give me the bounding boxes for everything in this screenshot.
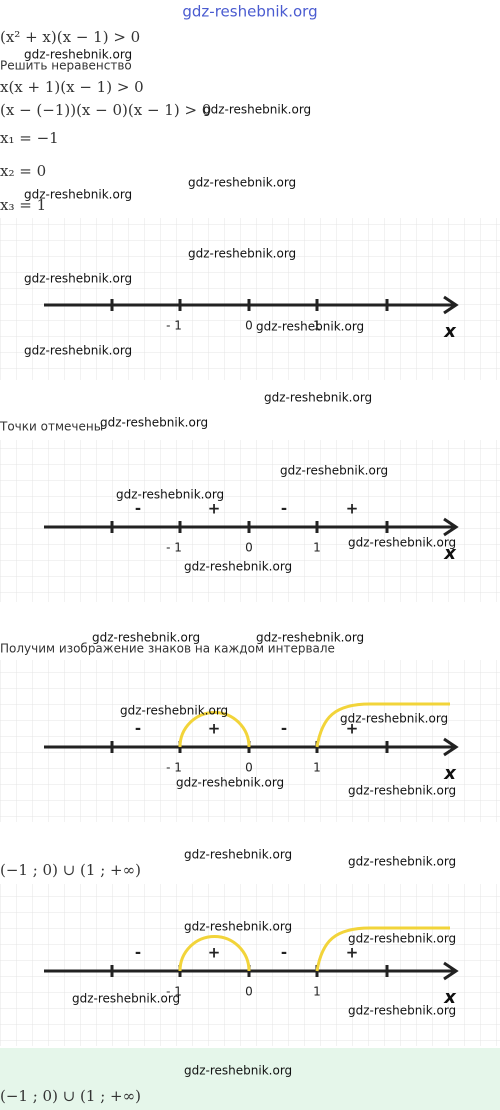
arc	[315, 702, 450, 748]
tick-label: 1	[313, 985, 321, 999]
watermark: gdz-reshebnik.org	[348, 784, 456, 798]
tick-label: 1	[313, 761, 321, 775]
watermark: gdz-reshebnik.org	[203, 103, 311, 117]
watermark: gdz-reshebnik.org	[188, 176, 296, 190]
watermark: gdz-reshebnik.org	[340, 712, 448, 726]
watermark: gdz-reshebnik.org	[24, 48, 132, 62]
tick-label: - 1	[166, 319, 182, 333]
watermark: gdz-reshebnik.org	[188, 247, 296, 261]
math-line: x(x + 1)(x − 1) > 0	[0, 78, 144, 96]
sign: -	[281, 720, 287, 738]
watermark: gdz-reshebnik.org	[348, 1004, 456, 1018]
watermark: gdz-reshebnik.org	[116, 488, 224, 502]
tick-label: 1	[313, 541, 321, 555]
tick-label: - 1	[166, 761, 182, 775]
sign: +	[208, 720, 221, 738]
watermark: gdz-reshebnik.org	[184, 920, 292, 934]
tick-label: 0	[245, 761, 253, 775]
math-line: x₃ = 1	[0, 196, 46, 214]
sign: +	[346, 720, 359, 738]
watermark: gdz-reshebnik.org	[24, 272, 132, 286]
sign: -	[281, 500, 287, 518]
answer: (−1 ; 0) ∪ (1 ; +∞)	[0, 1087, 141, 1105]
axis-label: x	[443, 321, 457, 342]
math-line: x₂ = 0	[0, 162, 46, 180]
watermark: gdz-reshebnik.org	[348, 855, 456, 869]
tick-label: 0	[245, 319, 253, 333]
site-header: gdz-reshebnik.org	[182, 3, 317, 21]
watermark: gdz-reshebnik.org	[264, 391, 372, 405]
tick-label: 1	[313, 319, 321, 333]
watermark: gdz-reshebnik.org	[184, 1064, 292, 1078]
math-line: (x² + x)(x − 1) > 0	[0, 28, 140, 46]
sign: -	[135, 944, 141, 962]
tick-label: - 1	[166, 985, 182, 999]
arc	[178, 935, 251, 972]
axis-arrow	[443, 517, 459, 537]
watermark: gdz-reshebnik.org	[184, 848, 292, 862]
watermark: gdz-reshebnik.org	[176, 776, 284, 790]
sign: +	[346, 944, 359, 962]
watermark: gdz-reshebnik.org	[92, 631, 200, 645]
sign: -	[135, 720, 141, 738]
axis-arrow	[443, 961, 459, 981]
watermark: gdz-reshebnik.org	[256, 320, 364, 334]
watermark: gdz-reshebnik.org	[24, 188, 132, 202]
axis-label: x	[443, 987, 457, 1008]
answer: (−1 ; 0) ∪ (1 ; +∞)	[0, 861, 141, 879]
arc	[315, 926, 450, 972]
watermark: gdz-reshebnik.org	[100, 416, 208, 430]
sign: -	[281, 944, 287, 962]
arc	[178, 711, 251, 748]
watermark: gdz-reshebnik.org	[348, 932, 456, 946]
watermark: gdz-reshebnik.org	[24, 344, 132, 358]
axis-arrow	[443, 737, 459, 757]
sign: +	[208, 500, 221, 518]
sign: +	[208, 944, 221, 962]
axis-arrow	[443, 295, 459, 315]
answer-band	[0, 1048, 500, 1110]
caption: Получим изображение знаков на каждом инт…	[0, 642, 335, 656]
axis-label: x	[443, 763, 457, 784]
watermark: gdz-reshebnik.org	[256, 631, 364, 645]
sign: +	[346, 500, 359, 518]
tick-label: 0	[245, 541, 253, 555]
math-line: x₁ = −1	[0, 129, 59, 147]
heading: Решить неравенство	[0, 59, 132, 73]
watermark: gdz-reshebnik.org	[72, 992, 180, 1006]
tick-label: - 1	[166, 541, 182, 555]
sign: -	[135, 500, 141, 518]
math-line: (x − (−1))(x − 0)(x − 1) > 0	[0, 101, 211, 119]
caption: Точки отмечены	[0, 420, 103, 434]
watermark: gdz-reshebnik.org	[280, 464, 388, 478]
watermark: gdz-reshebnik.org	[184, 560, 292, 574]
watermark: gdz-reshebnik.org	[348, 536, 456, 550]
tick-label: 0	[245, 985, 253, 999]
axis-label: x	[443, 543, 457, 564]
watermark: gdz-reshebnik.org	[120, 704, 228, 718]
